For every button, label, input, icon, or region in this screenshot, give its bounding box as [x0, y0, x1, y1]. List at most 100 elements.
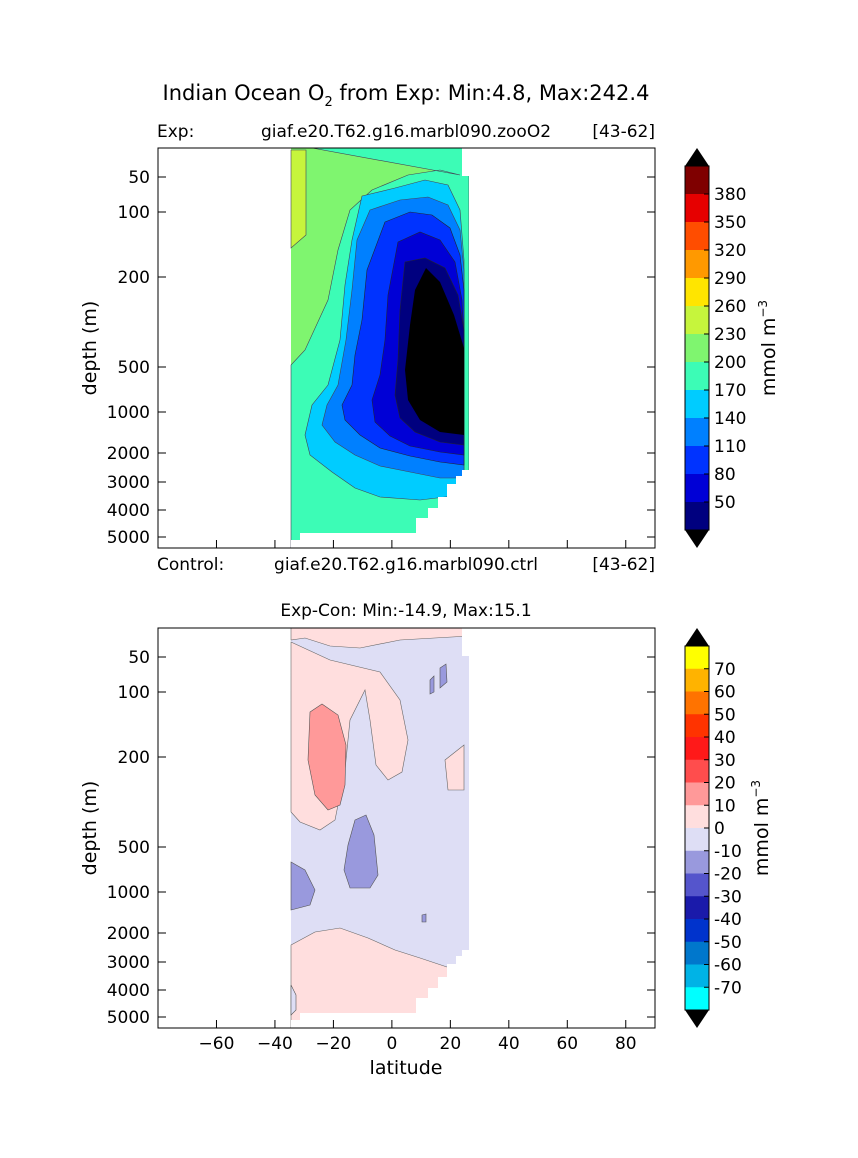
- y-tick-label: 50: [128, 168, 150, 188]
- bottom-field-neg20-west: [290, 861, 316, 911]
- colorbar-tick-label: 80: [714, 465, 736, 485]
- colorbar-tick-label: 110: [714, 437, 746, 457]
- bottom-x-axis: −60 −40 −20 0 20 40 60 80: [199, 1020, 637, 1054]
- colorbar-tick-label: 0: [714, 819, 725, 839]
- bottom-missing-cap: [462, 628, 469, 656]
- colorbar-swatch: [685, 362, 709, 391]
- x-tick-label: 20: [440, 1034, 462, 1054]
- y-tick-label: 50: [128, 648, 150, 668]
- y-tick-label: 500: [118, 838, 150, 858]
- colorbar-swatch: [685, 502, 709, 531]
- top-footer-left: Control:: [157, 555, 224, 575]
- colorbar-swatch: [685, 334, 709, 363]
- bottom-y-axis-label: depth (m): [79, 781, 101, 876]
- colorbar-swatch: [685, 646, 709, 670]
- colorbar-swatch: [685, 474, 709, 503]
- y-tick-label: 200: [118, 268, 150, 288]
- x-tick-label: 0: [386, 1034, 397, 1054]
- x-tick-label: −60: [199, 1034, 235, 1054]
- colorbar-tick-label: -10: [714, 842, 742, 862]
- x-tick-label: −40: [257, 1034, 293, 1054]
- top-colorbar: 380 350 320 290 260 230 200 170 140 110 80 50: [684, 148, 746, 548]
- colorbar-tick-label: 350: [714, 213, 746, 233]
- top-plot-frame: [157, 147, 656, 549]
- colorbar-swatch: [685, 714, 709, 738]
- y-tick-label: 1000: [107, 883, 150, 903]
- colorbar-tick-label: 320: [714, 241, 746, 261]
- bottom-field-pos0-east: [444, 744, 465, 791]
- bottom-colorbar-label: mmol m−3: [749, 780, 773, 876]
- bottom-plot-frame: [157, 627, 656, 1029]
- x-tick-label: 80: [615, 1034, 637, 1054]
- colorbar-tick-label: 260: [714, 297, 746, 317]
- figure-title: Indian Ocean O2 from Exp: Min:4.8, Max:2…: [163, 81, 650, 110]
- colorbar-swatch: [685, 306, 709, 335]
- top-header-right: [43-62]: [592, 122, 655, 142]
- bottom-field-neg20-mid: [343, 814, 379, 889]
- colorbar-swatch: [685, 446, 709, 475]
- colorbar-swatch: [685, 418, 709, 447]
- colorbar-tick-label: 170: [714, 381, 746, 401]
- y-tick-label: 2000: [107, 444, 150, 464]
- top-y-axis: 50 100 200 500 1000 2000 3000 4000 5000: [107, 168, 655, 548]
- colorbar-tick-label: 50: [714, 493, 736, 513]
- colorbar-swatch: [685, 194, 709, 223]
- top-field-min: [405, 268, 464, 435]
- top-colorbar-label: mmol m−3: [756, 300, 780, 396]
- colorbar-extend-max: [685, 148, 709, 166]
- x-tick-label: 40: [498, 1034, 520, 1054]
- colorbar-swatch: [685, 987, 709, 1011]
- y-tick-label: 2000: [107, 924, 150, 944]
- colorbar-tick-label: 10: [714, 796, 736, 816]
- x-tick-label: −20: [315, 1034, 351, 1054]
- colorbar-tick-label: -50: [714, 933, 742, 953]
- colorbar-extend-max: [685, 628, 709, 646]
- bottom-field-neg20-east2: [429, 675, 435, 695]
- colorbar-tick-label: 380: [714, 185, 746, 205]
- colorbar-tick-label: 200: [714, 353, 746, 373]
- y-tick-label: 3000: [107, 953, 150, 973]
- y-tick-label: 5000: [107, 1008, 150, 1028]
- colorbar-swatch: [685, 166, 709, 195]
- y-tick-label: 5000: [107, 528, 150, 548]
- colorbar-tick-label: -60: [714, 956, 742, 976]
- colorbar-swatch: [685, 222, 709, 251]
- top-field-230: [290, 149, 307, 249]
- colorbar-swatch: [685, 828, 709, 852]
- colorbar-tick-label: 40: [714, 728, 736, 748]
- bottom-field-neg10-deep: [290, 984, 297, 1016]
- bottom-field-neg20-small: [421, 913, 427, 923]
- bottom-y-axis: 50 100 200 500 1000 2000 3000 4000 5000: [107, 648, 655, 1028]
- top-plot-area: 50 100 200 500 1000 2000 3000 4000 5000: [107, 147, 656, 549]
- colorbar-swatch: [685, 759, 709, 783]
- colorbar-swatch: [685, 278, 709, 307]
- bottom-panel-title: Exp-Con: Min:-14.9, Max:15.1: [280, 601, 531, 621]
- top-footer-right: [43-62]: [592, 555, 655, 575]
- colorbar-swatch: [685, 873, 709, 897]
- y-tick-label: 4000: [107, 501, 150, 521]
- colorbar-swatch: [685, 668, 709, 692]
- top-footer-center: giaf.e20.T62.g16.marbl090.ctrl: [274, 555, 538, 575]
- colorbar-frame: [684, 165, 710, 531]
- colorbar-extend-min: [685, 530, 709, 548]
- colorbar-swatch: [685, 964, 709, 988]
- y-tick-label: 4000: [107, 981, 150, 1001]
- y-tick-label: 500: [118, 358, 150, 378]
- colorbar-swatch: [685, 737, 709, 761]
- bottom-field-neg20-east: [439, 663, 448, 689]
- colorbar-tick-label: 50: [714, 705, 736, 725]
- top-missing-mask: [291, 148, 655, 548]
- colorbar-tick-label: 140: [714, 409, 746, 429]
- top-missing-cap: [462, 148, 469, 176]
- colorbar-tick-label: 230: [714, 325, 746, 345]
- colorbar-swatch: [685, 850, 709, 874]
- colorbar-tick-label: 290: [714, 269, 746, 289]
- colorbar-swatch: [685, 390, 709, 419]
- y-tick-label: 1000: [107, 403, 150, 423]
- colorbar-tick-label: -30: [714, 887, 742, 907]
- y-tick-label: 100: [118, 203, 150, 223]
- colorbar-swatch: [685, 782, 709, 806]
- y-tick-label: 3000: [107, 473, 150, 493]
- colorbar-tick-label: 20: [714, 774, 736, 794]
